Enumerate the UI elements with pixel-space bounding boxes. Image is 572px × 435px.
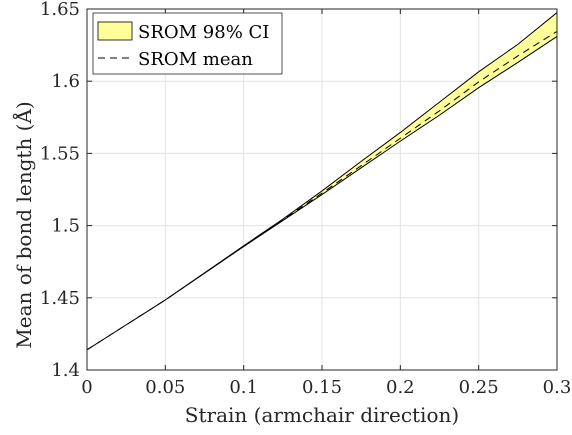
y-axis-label: Mean of bond length (Å)	[11, 101, 36, 348]
x-tick-label: 0.05	[145, 377, 185, 398]
legend-label-ci: SROM 98% CI	[138, 22, 269, 43]
legend: SROM 98% CI SROM mean	[92, 12, 283, 75]
legend-swatch-ci	[97, 21, 133, 41]
x-tick-label: 0.2	[386, 377, 415, 398]
mean-line	[86, 30, 558, 351]
x-tick-label: 0.3	[543, 377, 572, 398]
x-tick-label: 0.15	[302, 377, 342, 398]
x-axis-label: Strain (armchair direction)	[185, 403, 459, 427]
legend-label-mean: SROM mean	[138, 49, 253, 70]
x-tick-label: 0.1	[229, 377, 258, 398]
x-tick-label: 0	[81, 377, 92, 398]
y-tick-label: 1.55	[40, 143, 80, 164]
x-ticks: 0 0.05 0.1 0.15 0.2 0.25 0.3	[81, 9, 571, 398]
y-tick-label: 1.6	[51, 71, 80, 92]
y-tick-label: 1.45	[40, 288, 80, 309]
y-tick-label: 1.65	[40, 0, 80, 20]
y-ticks: 1.4 1.45 1.5 1.55 1.6 1.65	[40, 0, 557, 381]
x-tick-label: 0.25	[459, 377, 499, 398]
mean-line-layer	[86, 30, 558, 351]
y-tick-label: 1.4	[51, 360, 80, 381]
y-tick-label: 1.5	[51, 216, 80, 237]
